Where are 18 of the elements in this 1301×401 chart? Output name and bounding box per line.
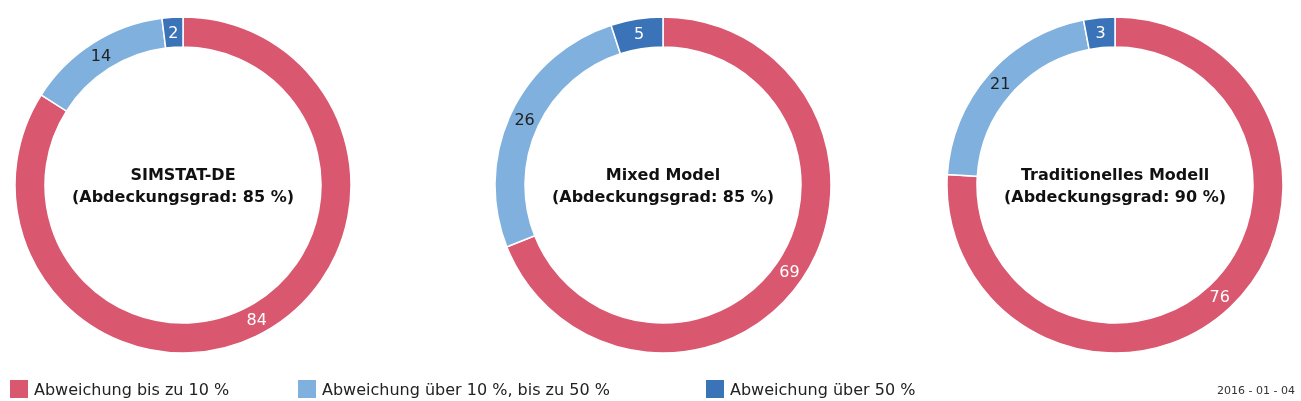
legend-label: Abweichung über 10 %, bis zu 50 % (322, 379, 610, 399)
data-label: 3 (1095, 23, 1106, 43)
data-label: 26 (514, 110, 535, 130)
data-label: 69 (779, 261, 800, 281)
text: 2016 - 01 - 04 (1217, 383, 1295, 397)
text: Traditionelles Modell (Abdeckungsgrad: 90 %) (1003, 164, 1227, 206)
data-label: 21 (990, 74, 1011, 94)
donut-slice (14, 16, 352, 354)
data-label: 5 (633, 24, 645, 44)
donut-slice (946, 16, 1284, 354)
data-label: 14 (90, 46, 112, 66)
text: SIMSTAT-DE (Abdeckungsgrad: 85 %) (71, 164, 295, 206)
text: Mixed Model (Abdeckungsgrad: 85 %) (551, 164, 775, 206)
data-label: 84 (246, 309, 267, 329)
legend-label: Abweichung über 50 % (730, 379, 916, 399)
data-label: 2 (168, 22, 179, 42)
legend-label: Abweichung bis zu 10 % (34, 379, 230, 399)
data-label: 76 (1209, 287, 1230, 307)
